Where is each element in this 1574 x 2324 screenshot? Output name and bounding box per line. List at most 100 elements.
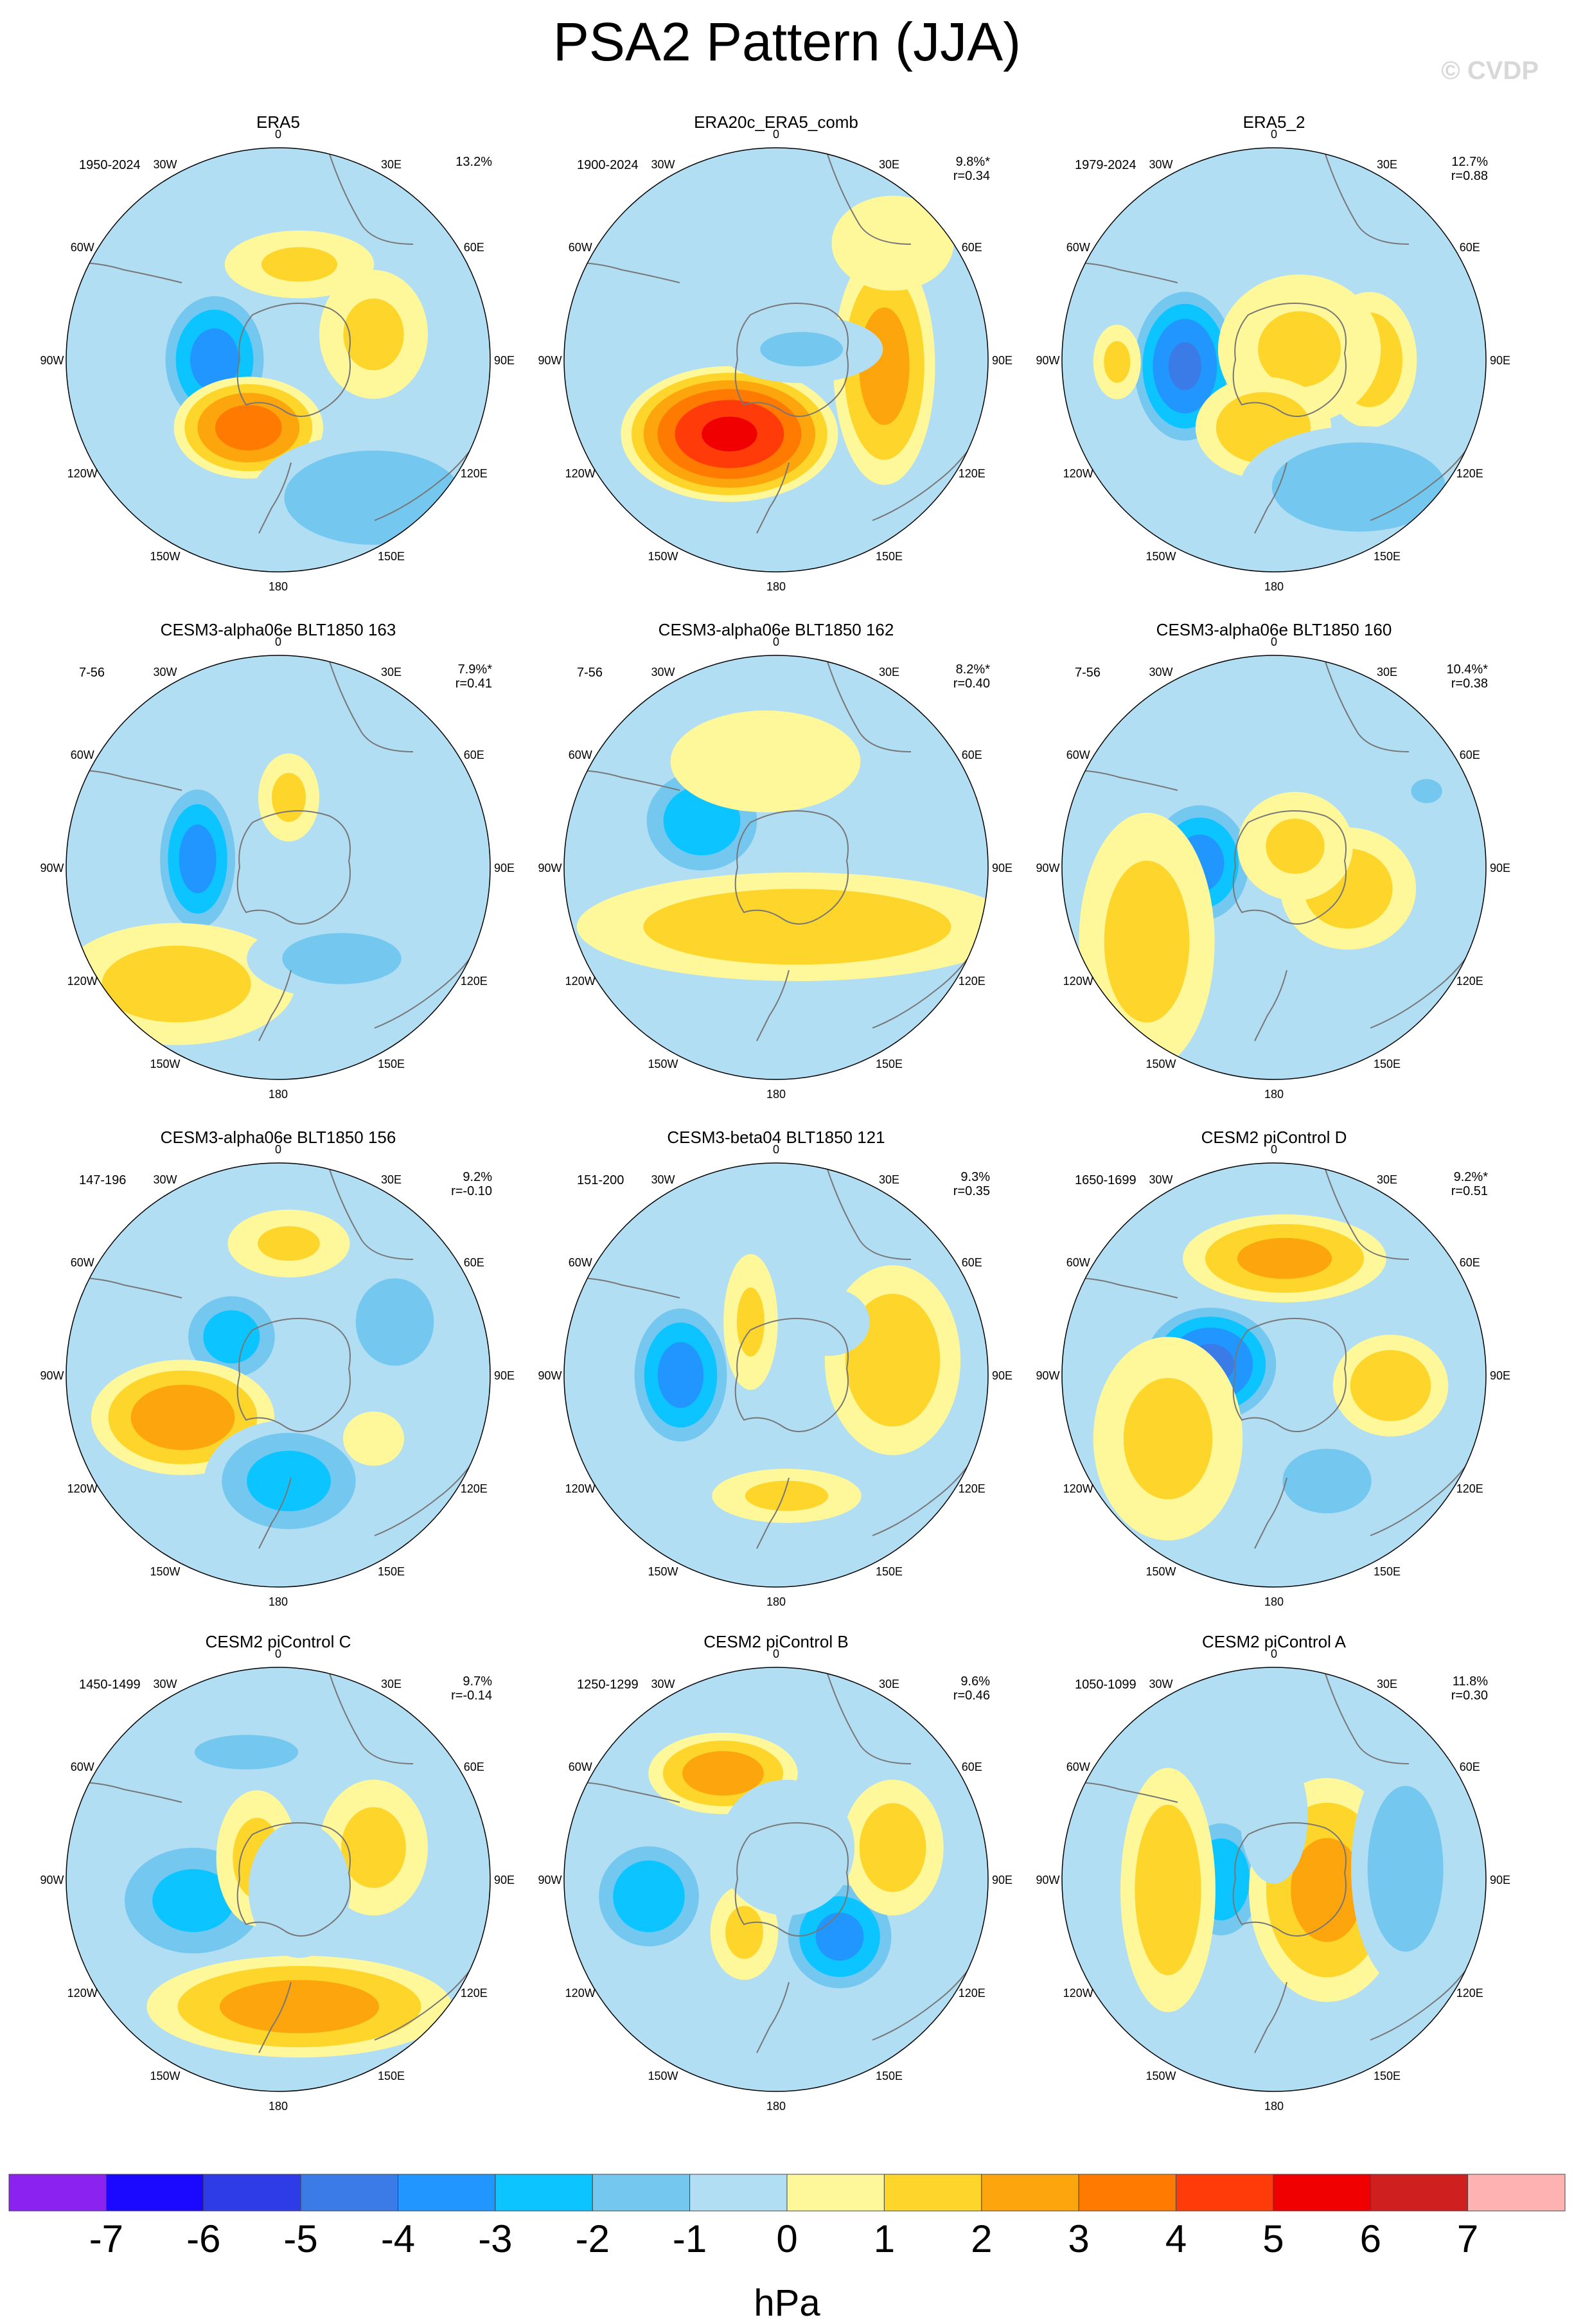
longitude-label: 0 xyxy=(275,1143,281,1156)
map-panel: CESM3-alpha06e BLT1850 163 7-56 7.9%* r=0.4… xyxy=(29,620,527,1128)
new-zealand-outline xyxy=(258,1477,292,1549)
colorbar-swatch xyxy=(8,2174,107,2212)
longitude-label: 30W xyxy=(651,1678,675,1690)
longitude-label: 60W xyxy=(569,1256,592,1269)
africa-outline xyxy=(827,154,912,245)
polar-map: 0 30E 60E 90E 120E 150E 180 150W 120W 90W 60W 30W xyxy=(40,635,515,1101)
positive-anomaly-contour xyxy=(1350,1350,1431,1421)
longitude-label: 90W xyxy=(1036,862,1059,874)
antarctica-outline xyxy=(1232,810,1347,925)
longitude-label: 30E xyxy=(381,158,402,171)
colorbar-swatch xyxy=(203,2174,301,2212)
colorbar-tick-label: -7 xyxy=(89,2217,124,2260)
positive-anomaly-contour xyxy=(343,298,404,371)
panel-years: 1979-2024 xyxy=(1075,158,1136,172)
panel-variance-pct: 12.7% xyxy=(1451,155,1488,169)
positive-anomaly-contour xyxy=(1123,1378,1213,1500)
colorbar-tick-label: -6 xyxy=(186,2217,221,2260)
longitude-label: 90W xyxy=(538,862,562,874)
panel-title: CESM3-alpha06e BLT1850 156 xyxy=(160,1128,396,1147)
longitude-label: 60W xyxy=(71,1761,94,1773)
negative-anomaly-contour xyxy=(1367,1786,1444,1952)
colorbar-swatch xyxy=(398,2174,496,2212)
colorbar-tick-label: -5 xyxy=(283,2217,318,2260)
colorbar-swatch xyxy=(883,2174,982,2212)
positive-anomaly-contour xyxy=(1258,311,1341,387)
antarctica-outline xyxy=(734,810,849,925)
colorbar-swatch xyxy=(495,2174,593,2212)
longitude-label: 60W xyxy=(1066,749,1090,761)
polar-map: 0 30E 60E 90E 120E 150E 180 150W 120W 90W 60W 30W xyxy=(1036,635,1510,1101)
antarctica-outline xyxy=(236,303,351,417)
longitude-label: 90W xyxy=(1036,1874,1059,1886)
copyright-watermark: © CVDP xyxy=(1441,57,1539,85)
panel-years: 151-200 xyxy=(577,1173,624,1187)
panel-years: 147-196 xyxy=(79,1173,127,1187)
panel-variance-pct: 13.2% xyxy=(455,155,492,169)
new-zealand-outline xyxy=(1254,1477,1287,1549)
longitude-label: 180 xyxy=(269,580,288,593)
africa-outline xyxy=(827,1169,912,1260)
panel-variance-pct: 7.9%* xyxy=(457,662,492,677)
longitude-label: 0 xyxy=(773,1143,779,1156)
panel-years: 7-56 xyxy=(1075,666,1101,680)
negative-anomaly-contour xyxy=(613,1860,685,1933)
longitude-label: 60E xyxy=(464,1761,484,1773)
new-zealand-outline xyxy=(1254,970,1287,1042)
panel-years: 1450-1499 xyxy=(79,1678,141,1692)
longitude-label: 90E xyxy=(494,1369,515,1382)
negative-anomaly-contour xyxy=(282,933,402,984)
colorbar-swatch xyxy=(1467,2174,1566,2212)
colorbar-tick-label: 5 xyxy=(1262,2217,1284,2260)
map-border xyxy=(563,1667,989,2092)
negative-anomaly-contour xyxy=(190,328,239,391)
longitude-label: 60E xyxy=(464,241,484,254)
longitude-label: 120E xyxy=(1456,1482,1483,1495)
longitude-label: 90E xyxy=(1490,1369,1510,1382)
longitude-label: 150W xyxy=(1145,1565,1176,1578)
panel-title: ERA5_2 xyxy=(1242,112,1305,132)
positive-anomaly-contour xyxy=(261,247,338,282)
negative-anomaly-contour xyxy=(1282,1448,1372,1514)
negative-anomaly-contour xyxy=(657,1342,704,1408)
colorbar-swatch xyxy=(786,2174,885,2212)
map-panel: CESM3-alpha06e BLT1850 162 7-56 8.2%* r=0.4… xyxy=(527,620,1025,1128)
longitude-label: 30E xyxy=(879,1173,899,1186)
longitude-label: 120E xyxy=(461,975,488,988)
positive-anomaly-contour xyxy=(702,416,757,452)
positive-anomaly-contour xyxy=(1104,860,1190,1023)
map-panel: CESM2 piControl C 1450-1499 9.7% r=-0.14 0 30… xyxy=(29,1632,527,2140)
longitude-label: 60W xyxy=(569,241,592,254)
negative-anomaly-contour xyxy=(284,450,463,545)
panel-years: 7-56 xyxy=(79,666,105,680)
longitude-label: 120E xyxy=(1456,975,1483,988)
longitude-label: 90W xyxy=(538,354,562,367)
panel-variance-pct: 9.7% xyxy=(463,1674,492,1689)
panel-stats: 7.9%* r=0.41 xyxy=(455,662,492,691)
colorbar-tick-label: 7 xyxy=(1456,2217,1479,2260)
positive-anomaly-contour xyxy=(215,405,282,450)
longitude-label: 120E xyxy=(461,467,488,480)
page-title: PSA2 Pattern (JJA) xyxy=(553,12,1021,72)
negative-anomaly-contour xyxy=(203,1310,260,1363)
positive-anomaly-contour xyxy=(682,1751,764,1796)
panel-years: 1950-2024 xyxy=(79,158,141,172)
longitude-label: 90W xyxy=(1036,354,1059,367)
panel-stats: 12.7% r=0.88 xyxy=(1451,155,1488,183)
new-zealand-outline xyxy=(1254,1982,1287,2053)
africa-outline xyxy=(329,1673,414,1764)
longitude-label: 0 xyxy=(1271,1647,1277,1660)
panel-variance-pct: 9.2% xyxy=(463,1170,492,1184)
longitude-label: 90E xyxy=(992,862,1012,874)
panel-variance-pct: 9.8%* xyxy=(955,155,990,169)
polar-map: 0 30E 60E 90E 120E 150E 180 150W 120W 90W 60W 30W xyxy=(40,1647,515,2113)
africa-outline xyxy=(1325,1673,1410,1764)
map-panel: CESM2 piControl A 1050-1099 11.8% r=0.30 0 30… xyxy=(1025,1632,1523,2140)
new-zealand-outline xyxy=(756,1982,790,2053)
panel-title: CESM2 piControl C xyxy=(205,1632,351,1651)
longitude-label: 180 xyxy=(1264,1088,1284,1101)
longitude-label: 180 xyxy=(766,2100,786,2113)
longitude-label: 120E xyxy=(461,1987,488,2000)
panel-title: ERA5 xyxy=(256,112,300,132)
panel-years: 1650-1699 xyxy=(1075,1173,1136,1187)
